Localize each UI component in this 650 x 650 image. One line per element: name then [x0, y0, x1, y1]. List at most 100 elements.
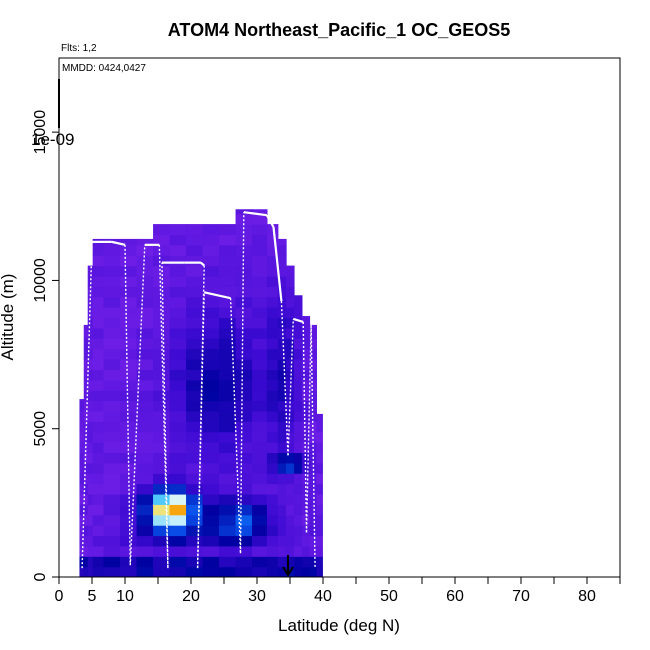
- heatmap-cell: [277, 493, 287, 505]
- heatmap-cell: [153, 296, 171, 308]
- heatmap-cell: [235, 307, 253, 319]
- heatmap-cell: [186, 338, 204, 350]
- heatmap-cell: [169, 442, 187, 454]
- heatmap-cell: [169, 275, 187, 287]
- heatmap-cell: [202, 234, 220, 246]
- heatmap-cell: [301, 338, 311, 350]
- heatmap-cell: [153, 556, 171, 568]
- heatmap-cell: [169, 535, 187, 547]
- heatmap-cell: [301, 317, 311, 329]
- heatmap-cell: [219, 317, 237, 329]
- heatmap-cell: [186, 224, 204, 236]
- heatmap-cell: [277, 286, 287, 298]
- heatmap-cell: [153, 379, 171, 391]
- heatmap-cell: [277, 556, 287, 568]
- heatmap-cell: [235, 348, 253, 360]
- flight-track-segment: [124, 244, 131, 566]
- heatmap-cell: [186, 493, 204, 505]
- heatmap-cell: [266, 504, 279, 516]
- heatmap-cell: [309, 504, 317, 516]
- heatmap-cell: [103, 400, 121, 412]
- heatmap-cell: [202, 421, 220, 433]
- heatmap-cell: [309, 324, 317, 329]
- heatmap-cell: [153, 504, 171, 516]
- heatmap-cell: [92, 410, 105, 422]
- heatmap-cell: [186, 556, 204, 568]
- heatmap-cell: [293, 514, 303, 526]
- heatmap-cell: [235, 275, 253, 287]
- heatmap-cell: [79, 442, 85, 454]
- heatmap-cell: [286, 390, 295, 402]
- heatmap-cell: [277, 348, 287, 360]
- heatmap-cell: [293, 535, 303, 547]
- heatmap-cell: [153, 545, 171, 557]
- heatmap-cell: [316, 421, 323, 433]
- heatmap-cell: [286, 338, 295, 350]
- heatmap-cell: [153, 255, 171, 267]
- flight-track-segment: [243, 211, 268, 217]
- heatmap-cell: [202, 390, 220, 402]
- heatmap-cell: [301, 400, 311, 412]
- heatmap-cell: [293, 483, 303, 495]
- heatmap-cell: [219, 473, 237, 485]
- heatmap-cell: [186, 390, 204, 402]
- heatmap-cell: [252, 410, 268, 422]
- heatmap-cell: [277, 244, 287, 256]
- heatmap-cell: [120, 442, 138, 454]
- heatmap-cell: [266, 307, 279, 319]
- heatmap-cell: [87, 296, 94, 308]
- heatmap-cell: [169, 525, 187, 537]
- heatmap-cell: [79, 399, 85, 402]
- heatmap-cell: [286, 275, 295, 287]
- heatmap-cell: [136, 421, 154, 433]
- x-tick-label: 40: [314, 588, 332, 605]
- heatmap-cell: [252, 307, 268, 319]
- heatmap-cell: [186, 369, 204, 381]
- heatmap-cell: [266, 493, 279, 505]
- heatmap-cell: [252, 379, 268, 391]
- heatmap-cell: [103, 566, 121, 577]
- heatmap-cell: [120, 514, 138, 526]
- heatmap-cell: [252, 400, 268, 412]
- heatmap-cell: [169, 317, 187, 329]
- heatmap-cell: [202, 410, 220, 422]
- heatmap-cell: [153, 483, 171, 495]
- heatmap-cell: [186, 348, 204, 360]
- heatmap-cell: [186, 234, 204, 246]
- heatmap-cell: [309, 535, 317, 547]
- heatmap-cell: [120, 296, 138, 308]
- heatmap-cell: [286, 545, 295, 557]
- heatmap-cell: [293, 462, 303, 474]
- heatmap-cell: [277, 431, 287, 443]
- heatmap-cell: [153, 400, 171, 412]
- heatmap-cell: [293, 359, 303, 370]
- heatmap-cell: [293, 493, 303, 505]
- heatmap-cell: [79, 535, 85, 547]
- heatmap-cell: [301, 462, 311, 474]
- heatmap-cell: [79, 483, 85, 495]
- heatmap-cell: [83, 556, 89, 568]
- heatmap-cell: [286, 296, 295, 308]
- heatmap-cell: [103, 421, 121, 433]
- heatmap-cell: [79, 431, 85, 443]
- heatmap-cell: [293, 442, 303, 454]
- heatmap-cell: [79, 566, 85, 577]
- heatmap-cell: [92, 442, 105, 454]
- heatmap-cell: [316, 462, 323, 474]
- heatmap-cell: [266, 452, 279, 464]
- heatmap-cell: [293, 369, 303, 381]
- heatmap-cell: [92, 286, 105, 298]
- heatmap-cell: [92, 556, 105, 568]
- heatmap-cell: [293, 400, 303, 412]
- heatmap-cell: [266, 535, 279, 547]
- heatmap-cell: [136, 462, 154, 474]
- heatmap-cell: [293, 307, 303, 319]
- heatmap-cell: [92, 525, 105, 537]
- heatmap-cell: [83, 535, 89, 547]
- heatmap-cell: [136, 493, 154, 505]
- heatmap-cell: [136, 514, 154, 526]
- heatmap-cell: [83, 359, 89, 370]
- heatmap-cell: [202, 307, 220, 319]
- heatmap-cell: [293, 421, 303, 433]
- y-tick-label: 10000: [32, 258, 49, 303]
